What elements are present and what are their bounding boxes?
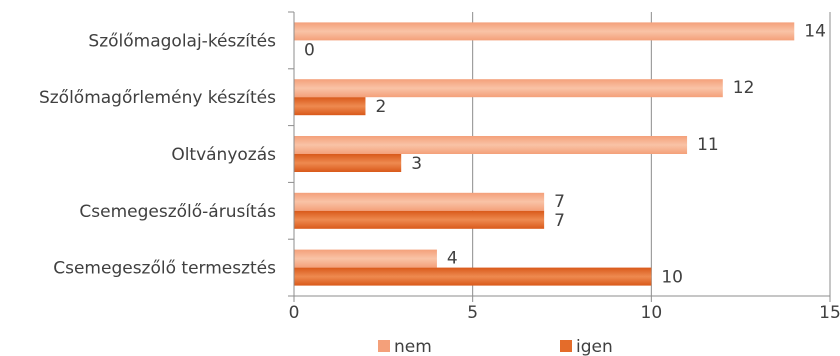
x-tick-label-5: 5	[467, 303, 478, 323]
value-label-nem: 7	[554, 192, 565, 212]
bar-igen	[294, 97, 366, 116]
legend-swatch-igen	[560, 340, 572, 352]
bars	[294, 22, 795, 286]
category-label: Csemegeszőlő-árusítás	[79, 202, 276, 222]
value-label-igen: 2	[375, 97, 386, 117]
x-tick-label-0: 0	[289, 303, 300, 323]
bar-igen	[294, 267, 652, 286]
value-label-nem: 11	[697, 135, 719, 155]
value-label-igen: 10	[661, 268, 683, 288]
category-labels: Csemegeszőlő termesztés Csemegeszőlő-árus…	[39, 31, 276, 278]
axes	[288, 11, 831, 302]
legend-label-igen: igen	[576, 337, 613, 356]
legend-item-nem: nem	[378, 337, 432, 356]
category-label: Csemegeszőlő termesztés	[53, 259, 276, 279]
bar-nem	[294, 192, 545, 211]
value-label-igen: 3	[411, 154, 422, 174]
value-label-igen: 7	[554, 211, 565, 231]
legend-label-nem: nem	[394, 337, 432, 356]
bar-nem	[294, 79, 723, 98]
category-label: Szőlőmagolaj-készítés	[88, 31, 276, 51]
x-tick-label-10: 10	[641, 303, 663, 323]
legend-swatch-nem	[378, 340, 390, 352]
legend: nem igen	[378, 337, 613, 356]
value-labels: 4 10 77 11 3 12 2 14 0	[304, 21, 826, 287]
x-tick-labels: 0 5 10 15	[289, 303, 840, 323]
x-tick-label-15: 15	[819, 303, 840, 323]
bar-nem	[294, 22, 795, 41]
bar-igen	[294, 154, 402, 172]
legend-item-igen: igen	[560, 337, 613, 356]
category-label: Oltványozás	[171, 145, 276, 165]
category-label: Szőlőmagőrlemény készítés	[39, 88, 276, 108]
value-label-nem: 14	[804, 21, 826, 41]
bar-igen	[294, 210, 545, 229]
value-label-nem: 12	[733, 78, 755, 98]
bar-nem	[294, 136, 688, 154]
value-label-igen: 0	[304, 40, 315, 60]
bar-nem	[294, 249, 437, 268]
value-label-nem: 4	[447, 249, 458, 269]
